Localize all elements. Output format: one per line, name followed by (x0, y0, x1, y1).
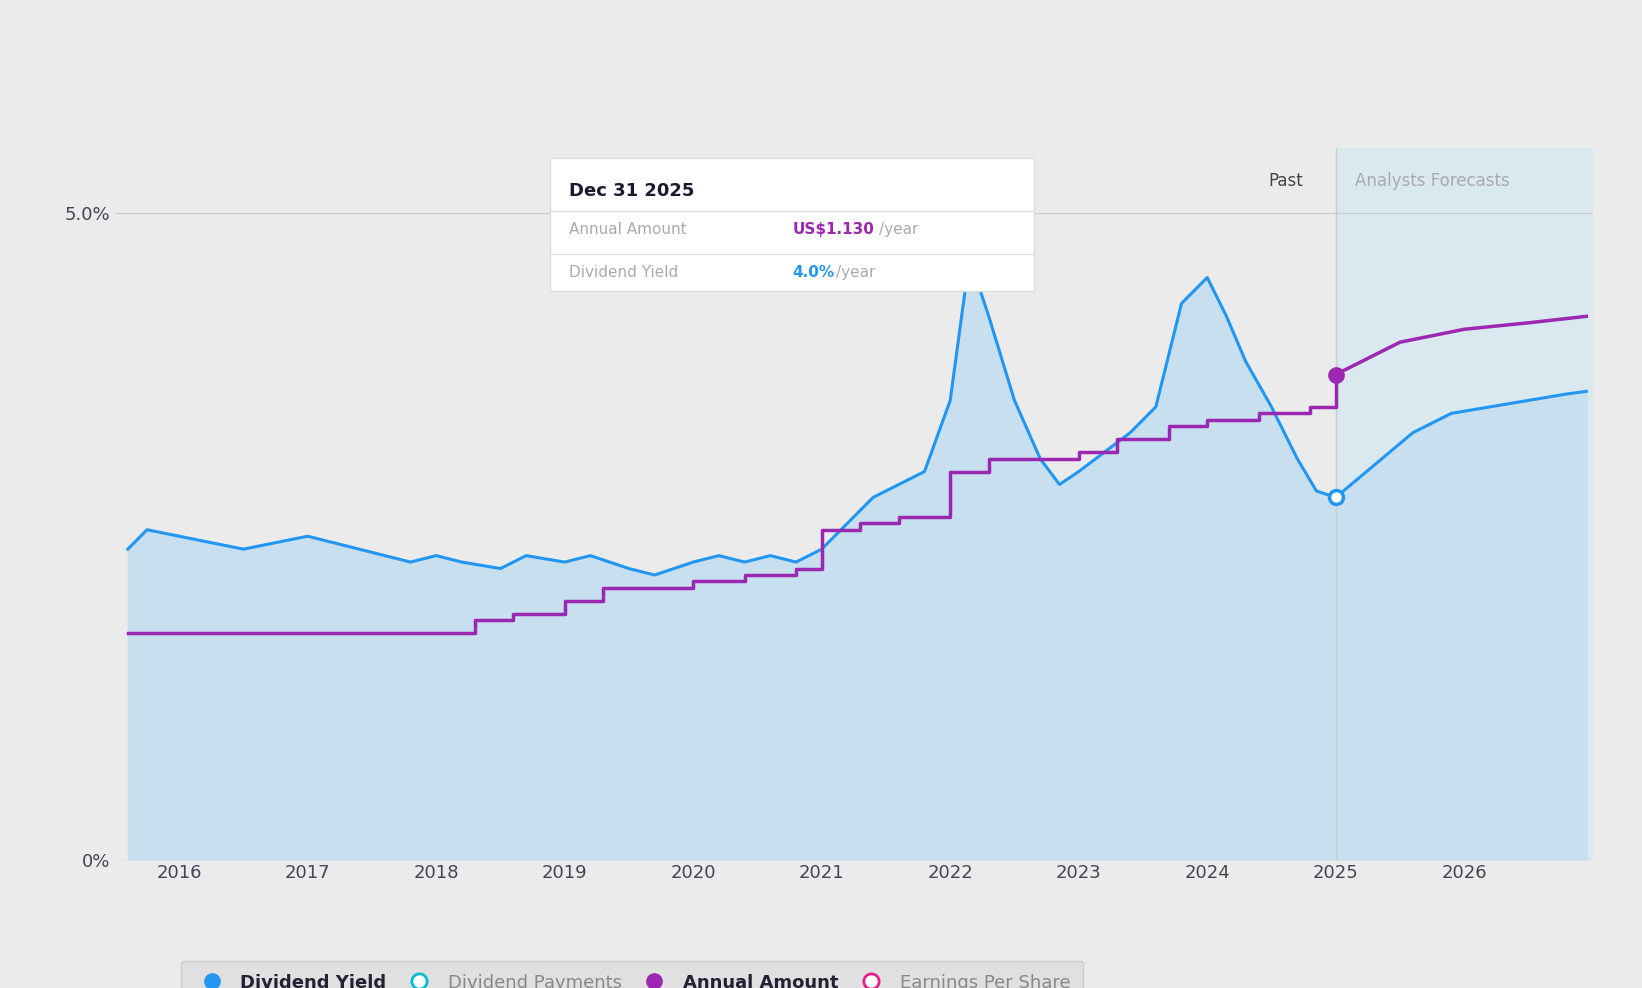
Text: Analysts Forecasts: Analysts Forecasts (1355, 172, 1509, 190)
Text: /year: /year (836, 265, 875, 280)
Text: Past: Past (1269, 172, 1304, 190)
Text: 4.0%: 4.0% (793, 265, 834, 280)
Text: /year: /year (880, 222, 920, 237)
Legend: Dividend Yield, Dividend Payments, Annual Amount, Earnings Per Share: Dividend Yield, Dividend Payments, Annua… (181, 961, 1084, 988)
Text: Dec 31 2025: Dec 31 2025 (570, 182, 695, 201)
Text: Annual Amount: Annual Amount (570, 222, 686, 237)
Bar (1335, 148, 1642, 860)
Text: US$1.130: US$1.130 (793, 222, 874, 237)
Text: Dividend Yield: Dividend Yield (570, 265, 678, 280)
